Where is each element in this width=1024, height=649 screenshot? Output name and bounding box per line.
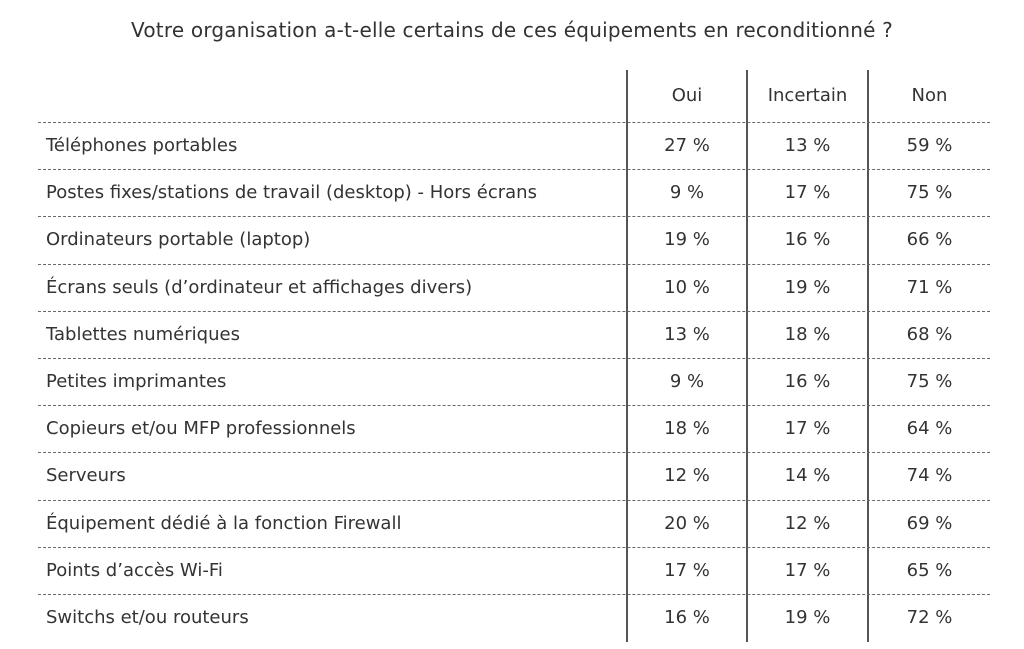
cell-oui: 12 %	[664, 465, 710, 487]
table-row: Équipement dédié à la fonction Firewall 2…	[38, 499, 990, 548]
table-row: Ordinateurs portable (laptop) 19 % 16 % 66 …	[38, 216, 990, 264]
cell-incertain: 18 %	[784, 323, 831, 345]
row-label: Ordinateurs portable (laptop)	[46, 229, 311, 251]
table-row: Switchs et/ou routeurs 16 % 19 % 72 %	[38, 594, 990, 642]
table-row: Postes fixes/stations de travail (deskto…	[38, 169, 990, 217]
cell-oui: 19 %	[664, 229, 710, 251]
cell-non: 68 %	[906, 323, 953, 345]
cell-oui: 27 %	[664, 135, 710, 156]
cell-oui: 20 %	[664, 512, 710, 534]
cell-non: 72 %	[906, 607, 953, 628]
cell-oui: 9 %	[669, 182, 705, 204]
cell-oui: 10 %	[664, 276, 710, 298]
cell-oui: 18 %	[664, 418, 710, 440]
row-label: Copieurs et/ou MFP professionnels	[46, 418, 356, 440]
row-label: Points d’accès Wi-Fi	[46, 559, 223, 581]
cell-non: 69 %	[906, 512, 953, 534]
cell-oui: 16 %	[664, 607, 710, 628]
row-label: Serveurs	[46, 465, 126, 487]
column-divider-oui	[626, 70, 628, 642]
table-row: Serveurs 12 % 14 % 74 %	[38, 452, 990, 500]
cell-non: 75 %	[906, 371, 953, 392]
cell-non: 59 %	[906, 135, 953, 156]
cell-non: 74 %	[906, 465, 953, 487]
row-label: Switchs et/ou routeurs	[46, 607, 249, 628]
cell-non: 71 %	[906, 276, 953, 298]
table-row: Tablettes numériques 13 % 18 % 68 %	[38, 310, 990, 359]
row-label: Tablettes numériques	[46, 323, 240, 345]
row-label: Postes fixes/stations de travail (deskto…	[46, 182, 537, 204]
survey-table: Oui Incertain Non Téléphones portables 27…	[38, 70, 990, 642]
cell-incertain: 12 %	[784, 512, 831, 534]
cell-non: 65 %	[906, 559, 953, 581]
cell-incertain: 16 %	[784, 371, 831, 392]
cell-oui: 13 %	[664, 323, 710, 345]
cell-incertain: 16 %	[784, 229, 831, 251]
cell-non: 66 %	[906, 229, 953, 251]
chart-title: Votre organisation a-t-elle certains de …	[131, 18, 893, 42]
cell-oui: 9 %	[669, 371, 705, 392]
cell-incertain: 19 %	[784, 607, 831, 628]
row-label: Téléphones portables	[46, 135, 238, 156]
cell-oui: 17 %	[664, 559, 710, 581]
cell-non: 75 %	[906, 182, 953, 204]
cell-incertain: 13 %	[784, 135, 831, 156]
cell-incertain: 19 %	[784, 276, 831, 298]
row-label: Petites imprimantes	[46, 371, 227, 392]
column-header-oui: Oui	[671, 85, 703, 106]
table-row: Téléphones portables 27 % 13 % 59 %	[38, 122, 990, 170]
cell-non: 64 %	[906, 418, 953, 440]
column-divider-non	[867, 70, 869, 642]
cell-incertain: 17 %	[784, 418, 831, 440]
table-row: Copieurs et/ou MFP professionnels 18 % 17 …	[38, 405, 990, 453]
row-label: Écrans seuls (d’ordinateur et affichages…	[46, 276, 473, 298]
column-header-incertain: Incertain	[767, 85, 848, 106]
cell-incertain: 17 %	[784, 559, 831, 581]
table-row: Écrans seuls (d’ordinateur et affichages…	[38, 263, 990, 312]
column-divider-incertain	[746, 70, 748, 642]
table-row: Petites imprimantes 9 % 16 % 75 %	[38, 358, 990, 406]
row-label: Équipement dédié à la fonction Firewall	[46, 512, 402, 534]
cell-incertain: 17 %	[784, 182, 831, 204]
cell-incertain: 14 %	[784, 465, 831, 487]
table-row: Points d’accès Wi-Fi 17 % 17 % 65 %	[38, 546, 990, 595]
column-header-non: Non	[911, 85, 948, 106]
